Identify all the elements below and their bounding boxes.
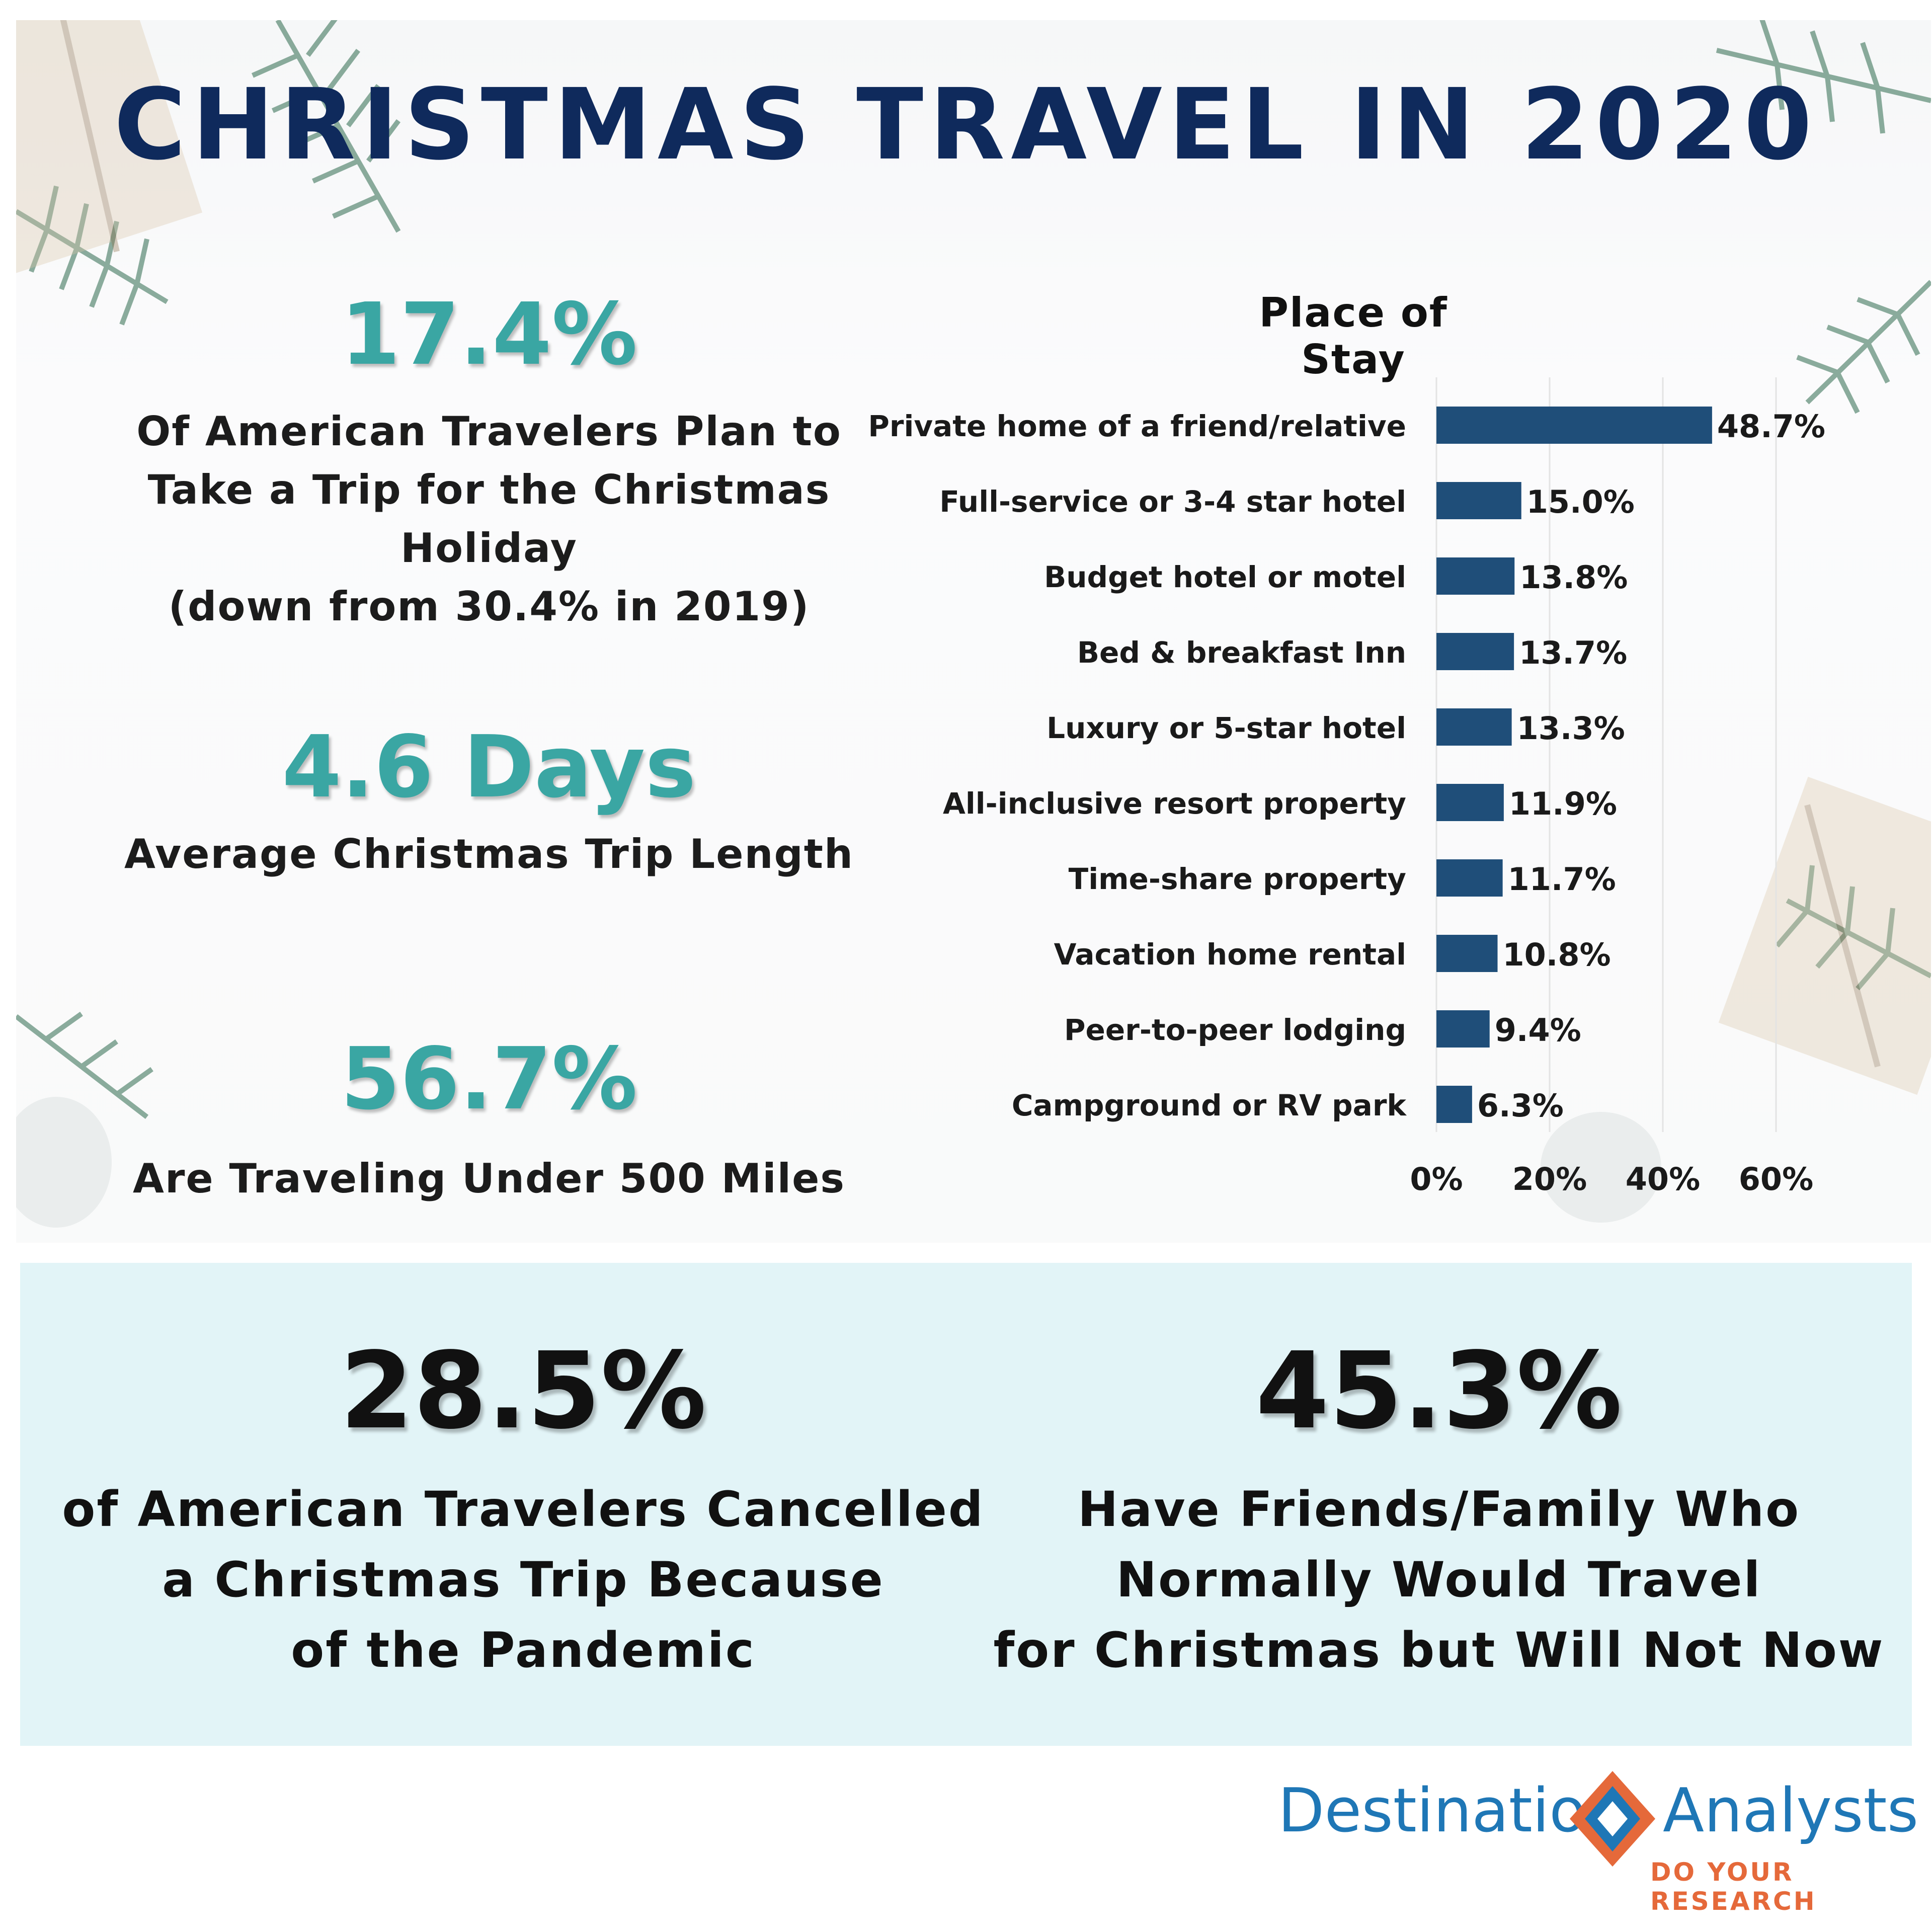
category-label: All-inclusive resort property (943, 786, 1406, 821)
bar (1436, 859, 1503, 897)
bar (1436, 633, 1514, 670)
stat-description-under-500-miles: Are Traveling Under 500 Miles (66, 1150, 912, 1208)
x-tick-label: 0% (1410, 1161, 1463, 1197)
stat-line: for Christmas but Will Not Now (993, 1622, 1885, 1678)
stat-line: a Christmas Trip Because (162, 1552, 884, 1608)
bar (1436, 1010, 1490, 1048)
stat-line: Have Friends/Family Who (1077, 1481, 1801, 1538)
chart-title: Place of Stay (1259, 289, 1448, 383)
page-title: CHRISTMAS TRAVEL IN 2020 (114, 67, 1818, 182)
category-label: Vacation home rental (1054, 937, 1406, 972)
data-label: 10.8% (1503, 936, 1611, 973)
category-label: Private home of a friend/relative (868, 409, 1406, 443)
bar (1436, 557, 1515, 595)
bar (1436, 407, 1712, 444)
data-label: 6.3% (1477, 1087, 1564, 1124)
stat-description-not-traveling: Have Friends/Family Who Normally Would T… (966, 1474, 1912, 1685)
stat-value-trip-planners: 17.4% (341, 285, 637, 384)
category-label: Peer-to-peer lodging (1064, 1013, 1406, 1047)
bar (1436, 1086, 1472, 1123)
data-label: 13.8% (1519, 559, 1628, 596)
stat-line: Average Christmas Trip Length (124, 831, 854, 877)
stat-line: Normally Would Travel (1116, 1552, 1762, 1608)
category-label: Campground or RV park (1012, 1088, 1407, 1122)
logo-tagline: DO YOUR RESEARCH (1650, 1858, 1817, 1916)
category-label: Luxury or 5-star hotel (1046, 711, 1406, 745)
place-of-stay-chart: Private home of a friend/relative 48.7% Fu… (868, 377, 1825, 1197)
data-label: 11.9% (1509, 785, 1617, 822)
category-label: Time-share property (1069, 862, 1406, 896)
x-tick-label: 40% (1626, 1161, 1700, 1197)
logo-right-word: Analysts (1663, 1776, 1919, 1846)
stat-value-cancelled: 28.5% (340, 1329, 707, 1453)
bar (1436, 482, 1521, 519)
data-label: 13.7% (1519, 634, 1627, 671)
data-label: 15.0% (1526, 484, 1635, 520)
data-label: 11.7% (1508, 861, 1616, 898)
stat-description-cancelled: of American Travelers Cancelled a Christ… (20, 1474, 1026, 1685)
x-tick-label: 60% (1739, 1161, 1813, 1197)
data-label: 13.3% (1517, 710, 1625, 747)
stat-line: of the Pandemic (291, 1622, 756, 1678)
stat-value-trip-length: 4.6 Days (282, 717, 696, 817)
logo-left-word: Destination (1278, 1776, 1625, 1846)
stat-line: of American Travelers Cancelled (62, 1481, 985, 1538)
stat-value-not-traveling: 45.3% (1255, 1329, 1623, 1453)
stat-line: (down from 30.4% in 2019) (168, 583, 810, 630)
bar (1436, 708, 1512, 746)
diamond-logo-icon (1570, 1771, 1655, 1867)
stat-line: Of American Travelers Plan to (136, 408, 842, 455)
data-label: 9.4% (1495, 1012, 1581, 1049)
category-label: Full-service or 3-4 star hotel (939, 485, 1406, 519)
destination-analysts-logo: Destination Analysts DO YOUR RESEARCH (1268, 1771, 1919, 1916)
stat-line: Are Traveling Under 500 Miles (133, 1155, 845, 1202)
bottom-panel: 28.5% of American Travelers Cancelled a … (20, 1263, 1912, 1746)
data-label: 48.7% (1717, 408, 1825, 445)
bar (1436, 935, 1498, 972)
x-tick-label: 20% (1512, 1161, 1587, 1197)
category-label: Bed & breakfast Inn (1077, 635, 1406, 670)
stat-line: Take a Trip for the Christmas Holiday (147, 466, 831, 572)
stat-value-under-500-miles: 56.7% (341, 1029, 637, 1129)
category-label: Budget hotel or motel (1044, 560, 1406, 594)
bar (1436, 784, 1504, 821)
stat-description-trip-planners: Of American Travelers Plan to Take a Tri… (66, 403, 912, 636)
stat-description-trip-length: Average Christmas Trip Length (66, 825, 912, 883)
